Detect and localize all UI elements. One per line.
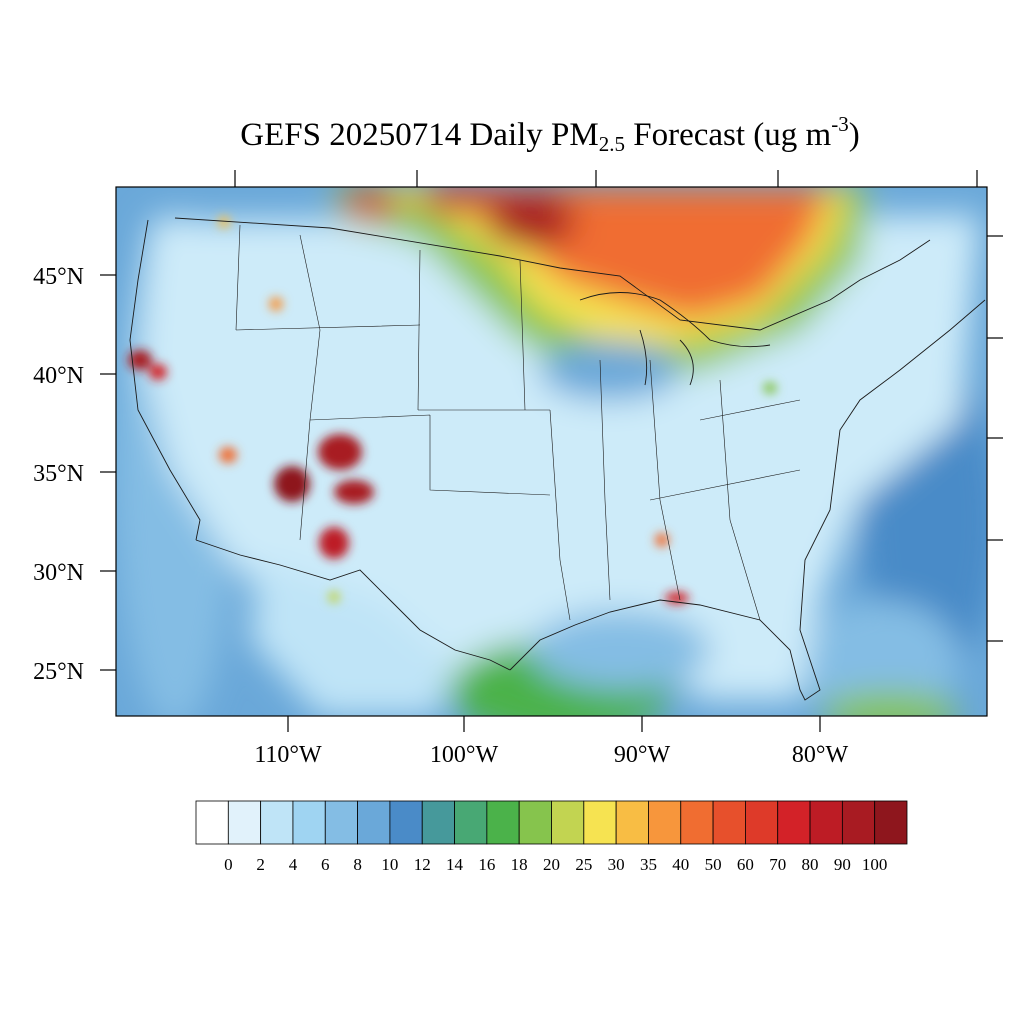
latitude-labels: 45°N 40°N 35°N 30°N 25°N bbox=[33, 264, 84, 685]
colorbar-swatch bbox=[357, 800, 391, 845]
colorbar-label: 6 bbox=[321, 855, 330, 874]
colorbar-swatch bbox=[712, 800, 746, 845]
boundaries bbox=[129, 217, 986, 701]
bottom-ticks bbox=[287, 716, 821, 732]
colorbar-label: 40 bbox=[672, 855, 689, 874]
colorbar-label: 16 bbox=[478, 855, 495, 874]
colorbar-swatch bbox=[777, 800, 811, 845]
colorbar-label: 60 bbox=[737, 855, 754, 874]
map-frame bbox=[115, 186, 988, 717]
colorbar-swatch bbox=[389, 800, 423, 845]
colorbar-swatch bbox=[324, 800, 358, 845]
colorbar-swatch bbox=[648, 800, 682, 845]
state-lines bbox=[235, 224, 801, 621]
right-ticks bbox=[987, 235, 1003, 642]
colorbar-label: 90 bbox=[834, 855, 851, 874]
coastline bbox=[129, 219, 986, 701]
colorbar-label: 20 bbox=[543, 855, 560, 874]
longitude-labels: 110°W 100°W 90°W 80°W bbox=[254, 742, 848, 768]
fire-hotspots bbox=[128, 216, 777, 604]
map-title: GEFS 20250714 Daily PM2.5 Forecast (ug m… bbox=[240, 112, 860, 156]
lat-label-25: 25°N bbox=[33, 659, 84, 685]
colorbar-swatch bbox=[195, 800, 229, 845]
colorbar-swatch bbox=[615, 800, 649, 845]
lat-label-35: 35°N bbox=[33, 461, 84, 487]
colorbar-label: 4 bbox=[289, 855, 298, 874]
colorbar-label: 100 bbox=[862, 855, 888, 874]
left-ticks bbox=[100, 274, 116, 671]
colorbar-label: 25 bbox=[575, 855, 592, 874]
colorbar-label: 18 bbox=[511, 855, 528, 874]
colorbar-swatch bbox=[518, 800, 552, 845]
colorbar-label: 35 bbox=[640, 855, 657, 874]
pm25-concentration-field bbox=[116, 187, 987, 716]
colorbar-swatch bbox=[680, 800, 714, 845]
colorbar-label: 80 bbox=[802, 855, 819, 874]
colorbar-label: 70 bbox=[769, 855, 786, 874]
us-mexico-border bbox=[195, 539, 511, 671]
colorbar-label: 14 bbox=[446, 855, 464, 874]
great-lakes bbox=[579, 292, 771, 386]
colorbar: 0 2 4 6 8 10 12 14 16 18 20 25 30 35 40 50 60 70 80 90 100 bbox=[195, 800, 908, 874]
colorbar-label: 10 bbox=[381, 855, 398, 874]
colorbar-label: 30 bbox=[608, 855, 625, 874]
colorbar-swatch bbox=[227, 800, 262, 845]
lon-label-100w: 100°W bbox=[430, 742, 499, 768]
colorbar-label: 50 bbox=[705, 855, 722, 874]
colorbar-label: 2 bbox=[256, 855, 265, 874]
lon-label-90w: 90°W bbox=[614, 742, 671, 768]
colorbar-swatch bbox=[745, 800, 779, 845]
lat-label-40: 40°N bbox=[33, 363, 84, 389]
colorbar-label: 8 bbox=[353, 855, 362, 874]
lat-label-45: 45°N bbox=[33, 264, 84, 290]
colorbar-label: 12 bbox=[414, 855, 431, 874]
colorbar-swatch bbox=[841, 800, 876, 845]
colorbar-swatch bbox=[260, 800, 294, 845]
colorbar-swatch bbox=[292, 800, 326, 845]
colorbar-swatch bbox=[874, 800, 908, 845]
colorbar-swatch bbox=[583, 800, 617, 845]
lat-label-30: 30°N bbox=[33, 560, 84, 586]
colorbar-swatch bbox=[809, 800, 843, 845]
us-canada-border bbox=[174, 217, 931, 331]
lon-label-80w: 80°W bbox=[792, 742, 849, 768]
colorbar-swatch bbox=[454, 800, 488, 845]
colorbar-swatch bbox=[551, 800, 585, 845]
colorbar-label: 0 bbox=[224, 855, 233, 874]
lon-label-110w: 110°W bbox=[254, 742, 322, 768]
top-ticks bbox=[234, 170, 978, 187]
colorbar-swatch bbox=[486, 800, 520, 845]
colorbar-swatch bbox=[421, 800, 455, 845]
